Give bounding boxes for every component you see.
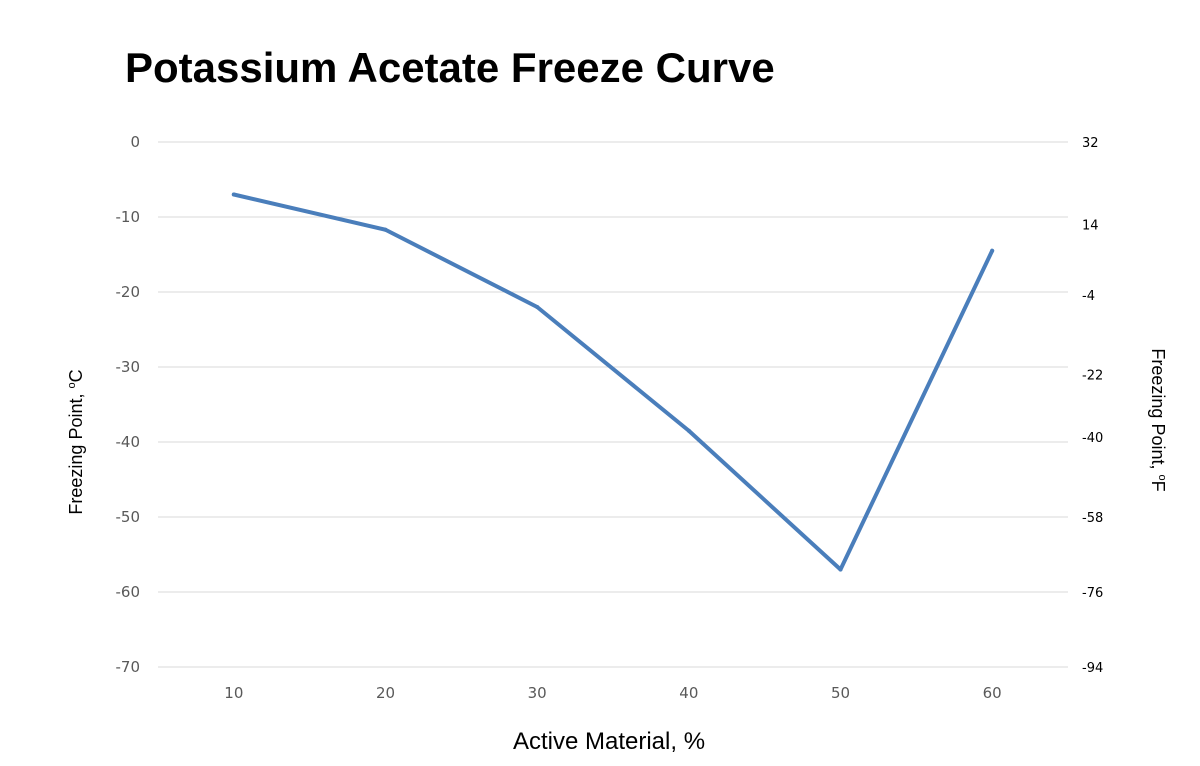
x-tick-label: 20 bbox=[376, 684, 395, 702]
y2-tick-label: 32 bbox=[1082, 136, 1099, 151]
y-tick-label: -30 bbox=[116, 358, 141, 376]
y-tick-label: -50 bbox=[116, 508, 141, 526]
y2-axis-ticks: 32 14 -4 -22 -40 -58 -76 -94 bbox=[1082, 136, 1103, 676]
y2-tick-label: -94 bbox=[1082, 661, 1103, 676]
y2-tick-label: -22 bbox=[1082, 369, 1103, 384]
y2-tick-label: -76 bbox=[1082, 586, 1103, 601]
series-line bbox=[231, 192, 995, 572]
x-tick-label: 40 bbox=[679, 684, 698, 702]
y2-tick-label: -4 bbox=[1082, 289, 1095, 304]
x-tick-label: 10 bbox=[224, 684, 243, 702]
gridlines bbox=[158, 141, 1068, 668]
y2-tick-label: -58 bbox=[1082, 511, 1103, 526]
data-point bbox=[383, 227, 388, 232]
y-axis-label: Freezing Point, oC bbox=[66, 369, 86, 514]
data-point bbox=[686, 428, 691, 433]
y-tick-label: 0 bbox=[130, 133, 140, 151]
x-tick-label: 30 bbox=[528, 684, 547, 702]
x-axis-label: Active Material, % bbox=[513, 728, 705, 755]
chart-title: Potassium Acetate Freeze Curve bbox=[125, 44, 775, 91]
y-tick-label: -20 bbox=[116, 283, 141, 301]
y-tick-label: -40 bbox=[116, 433, 141, 451]
y2-axis-label: Freezing Point, oF bbox=[1148, 348, 1168, 491]
y-tick-label: -60 bbox=[116, 583, 141, 601]
data-point bbox=[990, 248, 995, 253]
series-layer bbox=[231, 192, 995, 572]
x-tick-label: 60 bbox=[983, 684, 1002, 702]
y-tick-label: -70 bbox=[116, 658, 141, 676]
data-point bbox=[838, 567, 843, 572]
data-point bbox=[535, 305, 540, 309]
y-tick-label: -10 bbox=[116, 208, 141, 226]
y2-tick-label: 14 bbox=[1082, 219, 1099, 234]
x-axis-ticks: 10 20 30 40 50 60 bbox=[224, 684, 1001, 702]
data-point bbox=[231, 192, 236, 197]
x-tick-label: 50 bbox=[831, 684, 850, 702]
y-axis-ticks: 0 -10 -20 -30 -40 -50 -60 -70 bbox=[116, 133, 141, 676]
y2-tick-label: -40 bbox=[1082, 431, 1103, 446]
